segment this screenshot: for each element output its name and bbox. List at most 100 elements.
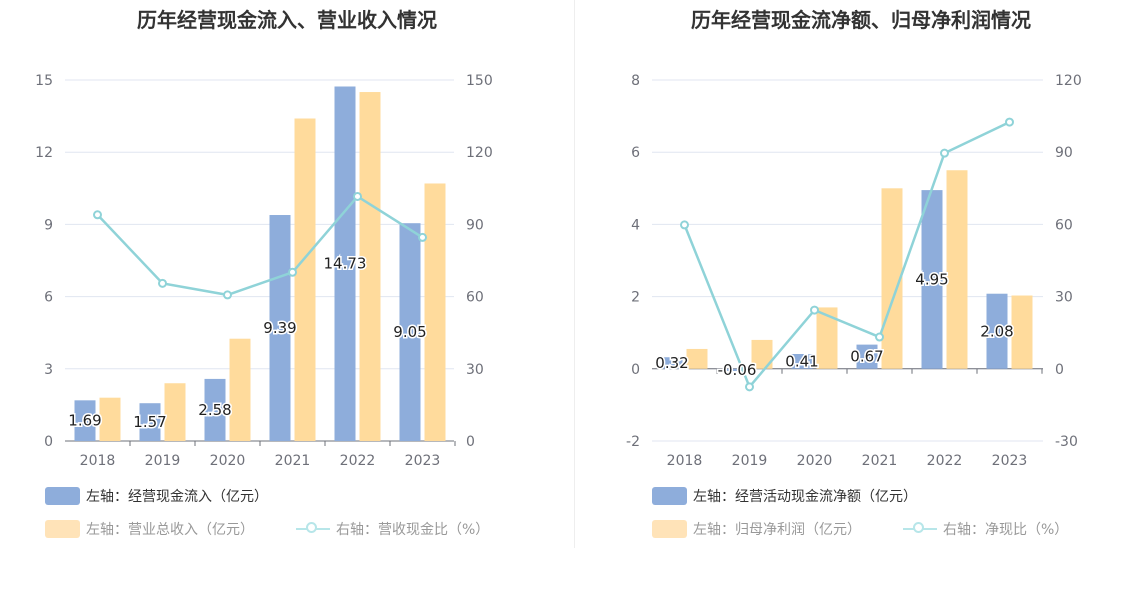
- legend-item-cash-inflow[interactable]: 左轴：经营现金流入（亿元）: [45, 486, 268, 506]
- legend-item-net-cash-ratio[interactable]: 右轴：净现比（%）: [903, 519, 1068, 539]
- bar-primary: [791, 353, 813, 369]
- bar-primary: [204, 378, 226, 441]
- y-axis-left-tick-label: 6: [44, 290, 53, 306]
- chart-plot-area: -2 -30 0 0 2 30 4 60 6 90 8 120 2018 2019 2020 2021 2022…: [626, 73, 1082, 469]
- x-axis-tick-label: 2022: [340, 453, 376, 469]
- y-axis-left-tick-label: 0: [631, 362, 640, 378]
- legend-label: 右轴：净现比（%）: [943, 522, 1069, 538]
- y-axis-left-tick-label: 6: [631, 145, 640, 161]
- y-axis-right-tick-label: -30: [1055, 434, 1078, 450]
- legend-item-net-cashflow[interactable]: 左轴：经营活动现金流净额（亿元）: [652, 486, 917, 506]
- y-axis-left-tick-label: -2: [626, 434, 640, 450]
- ratio-line: [683, 120, 1011, 390]
- y-axis-left-tick-label: 2: [631, 290, 640, 306]
- bar-data-label: 1.69: [68, 412, 101, 430]
- bar-primary: [74, 400, 96, 441]
- bar-secondary: [686, 348, 708, 369]
- bar-secondary: [99, 397, 121, 441]
- bar-primary: [399, 223, 421, 441]
- y-axis-left-tick-label: 3: [44, 362, 53, 378]
- bar-data-label: 1.57: [133, 413, 166, 431]
- y-axis-right-tick-label: 120: [1055, 73, 1082, 89]
- y-axis-right-tick-label: 90: [1055, 145, 1073, 161]
- y-axis-left-tick-label: 0: [44, 434, 53, 450]
- bar-secondary: [164, 383, 186, 441]
- legend-swatch-line-icon: [296, 520, 330, 538]
- ratio-point: [93, 210, 102, 220]
- ratio-point: [810, 305, 819, 315]
- bar-primary: [334, 86, 356, 442]
- x-axis-tick-label: 2019: [145, 453, 181, 469]
- bar-data-label: 2.08: [980, 322, 1013, 340]
- chart-plot-area: 0 0 3 30 6 60 9 90 12 120 15 150 2018 2019 2020 2021 202…: [35, 73, 493, 469]
- x-axis-tick-label: 2019: [732, 453, 768, 469]
- chart-panel-cashflow-revenue: 历年经营现金流入、营业收入情况 0 0 3 30 6 60 9 90 12 120 15 150 201…: [0, 0, 574, 560]
- ratio-point: [1005, 117, 1014, 127]
- legend-swatch-bar: [652, 520, 687, 538]
- y-axis-right-tick-label: 120: [466, 145, 493, 161]
- ratio-point: [745, 382, 754, 392]
- bar-primary: [856, 344, 878, 369]
- ratio-point: [940, 148, 949, 158]
- legend-label: 右轴：营收现金比（%）: [336, 522, 490, 538]
- bar-secondary: [229, 338, 251, 441]
- y-axis-right-tick-label: 60: [466, 290, 484, 306]
- legend-label: 左轴：经营活动现金流净额（亿元）: [693, 489, 917, 505]
- bar-primary: [921, 190, 943, 369]
- ratio-point: [418, 232, 427, 242]
- bar-data-label: 0.32: [655, 354, 688, 372]
- legend-swatch-bar: [45, 487, 80, 505]
- bar-primary: [661, 357, 683, 369]
- y-axis-left-tick-label: 12: [35, 145, 53, 161]
- bar-primary: [986, 293, 1008, 369]
- y-axis-right-tick-label: 60: [1055, 217, 1073, 233]
- x-axis-tick-label: 2023: [405, 453, 441, 469]
- bar-data-label: 0.41: [785, 352, 818, 370]
- legend-swatch-bar: [652, 487, 687, 505]
- y-axis-left-tick-label: 9: [44, 217, 53, 233]
- y-axis-right-tick-label: 150: [466, 73, 493, 89]
- legend-label: 左轴：经营现金流入（亿元）: [86, 489, 268, 505]
- legend-item-revenue[interactable]: 左轴：营业总收入（亿元）: [45, 519, 254, 539]
- bar-secondary: [359, 92, 381, 442]
- chart-panel-net-cashflow-profit: 历年经营现金流净额、归母净利润情况 -2 -30 0 0 2 30 4 60 6 90 8 120 20…: [574, 0, 1148, 560]
- bar-data-label: 0.67: [850, 348, 883, 366]
- ratio-line: [96, 194, 424, 297]
- y-axis-right-tick-label: 0: [1055, 362, 1064, 378]
- bar-primary: [269, 215, 291, 441]
- ratio-point: [680, 220, 689, 230]
- bar-secondary: [751, 339, 773, 369]
- bar-secondary: [816, 307, 838, 369]
- bar-data-label: -0.06: [718, 361, 757, 379]
- legend-label: 左轴：营业总收入（亿元）: [86, 522, 254, 538]
- bar-secondary: [424, 183, 446, 441]
- x-axis-tick-label: 2018: [80, 453, 116, 469]
- ratio-point: [158, 278, 167, 288]
- legend-item-revenue-cash-ratio[interactable]: 右轴：营收现金比（%）: [296, 519, 489, 539]
- x-axis-tick-label: 2021: [862, 453, 898, 469]
- panel-divider: [574, 0, 575, 548]
- bar-secondary: [1011, 295, 1033, 369]
- legend-swatch-line-icon: [903, 520, 937, 538]
- chart-title: 历年经营现金流入、营业收入情况: [137, 8, 437, 32]
- ratio-point: [288, 267, 297, 277]
- y-axis-right-tick-label: 0: [466, 434, 475, 450]
- x-axis-tick-label: 2020: [797, 453, 833, 469]
- bar-secondary: [881, 188, 903, 369]
- x-axis-tick-label: 2023: [992, 453, 1028, 469]
- x-axis-tick-label: 2018: [667, 453, 703, 469]
- legend-item-net-profit[interactable]: 左轴：归母净利润（亿元）: [652, 519, 861, 539]
- bar-secondary: [294, 118, 316, 442]
- y-axis-left-tick-label: 8: [631, 73, 640, 89]
- y-axis-right-tick-label: 30: [466, 362, 484, 378]
- x-axis-tick-label: 2022: [927, 453, 963, 469]
- y-axis-right-tick-label: 30: [1055, 290, 1073, 306]
- bar-data-label: 14.73: [324, 255, 367, 273]
- bar-primary: [726, 368, 748, 371]
- y-axis-left-tick-label: 15: [35, 73, 53, 89]
- bar-secondary: [946, 170, 968, 369]
- legend-swatch-bar: [45, 520, 80, 538]
- x-axis-tick-label: 2021: [275, 453, 311, 469]
- bar-data-label: 2.58: [198, 401, 231, 419]
- bar-data-label: 9.05: [393, 323, 426, 341]
